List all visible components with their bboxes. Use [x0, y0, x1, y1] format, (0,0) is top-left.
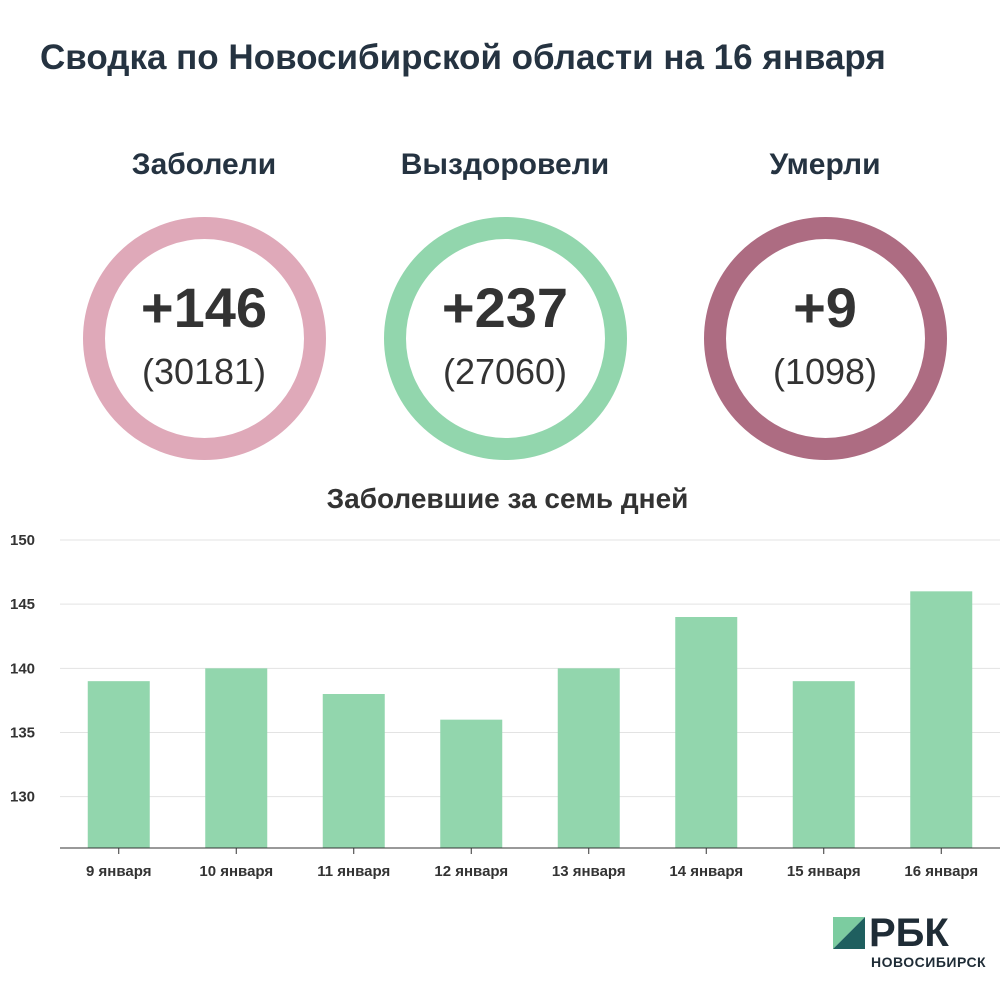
deaths-delta: +9	[793, 276, 857, 339]
x-tick-label: 9 января	[86, 863, 151, 880]
stat-infected-label: Заболели	[131, 148, 277, 181]
rbc-logo: РБК НОВОСИБИРСК	[833, 912, 998, 972]
bar	[792, 681, 855, 848]
deaths-ring: +9 (1098)	[703, 217, 947, 460]
x-tick-label: 11 января	[317, 863, 390, 880]
stat-recovered: Выздоровели +237 (27060)	[355, 140, 655, 460]
stat-infected: Заболели +146 (30181)	[54, 140, 354, 460]
x-tick-label: 15 января	[787, 863, 861, 880]
bar	[910, 591, 973, 848]
infected-delta: +146	[140, 276, 268, 339]
y-tick-label: 130	[10, 789, 35, 806]
bar	[557, 668, 620, 848]
deaths-total: (1098)	[772, 351, 878, 392]
recovered-delta: +237	[441, 276, 569, 339]
recovered-ring: +237 (27060)	[383, 217, 627, 460]
y-tick-label: 140	[10, 660, 35, 677]
x-tick-label: 10 января	[199, 863, 273, 880]
stat-recovered-label: Выздоровели	[400, 148, 610, 181]
y-tick-label: 150	[10, 532, 35, 549]
stat-deaths-label: Умерли	[769, 148, 881, 181]
y-tick-label: 135	[10, 725, 35, 742]
x-tick-label: 14 января	[669, 863, 743, 880]
bar	[87, 681, 150, 848]
logo-subtitle: НОВОСИБИРСК	[871, 954, 987, 970]
x-tick-label: 12 января	[434, 863, 508, 880]
x-tick-label: 16 января	[904, 863, 978, 880]
bar	[205, 668, 268, 848]
infected-total: (30181)	[141, 351, 267, 392]
bar	[675, 617, 738, 848]
x-tick-label: 13 января	[552, 863, 626, 880]
bar	[440, 719, 503, 848]
chart-title: Заболевшие за семь дней	[326, 483, 689, 514]
y-tick-label: 145	[10, 596, 35, 613]
recovered-total: (27060)	[442, 351, 568, 392]
logo-name: РБК	[869, 911, 949, 955]
bar	[322, 694, 385, 848]
rbc-logo-icon	[833, 917, 865, 949]
infected-ring: +146 (30181)	[82, 217, 326, 460]
bar-chart: 130 135 140 145 150 9 января 10 января 11 январ…	[10, 532, 1000, 880]
stat-deaths: Умерли +9 (1098)	[675, 140, 975, 460]
page-title: Сводка по Новосибирской области на 16 ян…	[40, 38, 886, 77]
